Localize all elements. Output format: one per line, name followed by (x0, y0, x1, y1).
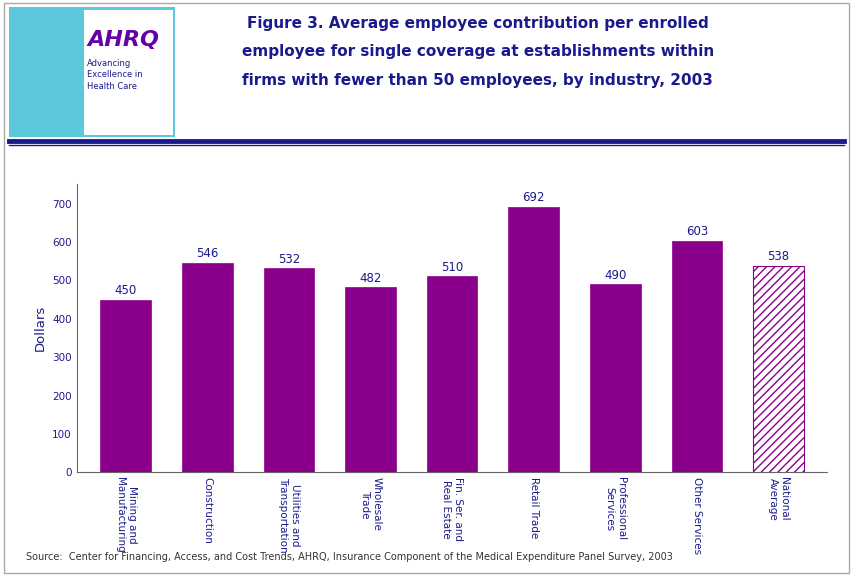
Text: 490: 490 (603, 269, 625, 282)
Bar (590, 284, 640, 472)
Text: 532: 532 (278, 253, 300, 266)
Bar (345, 287, 395, 472)
Bar (263, 268, 314, 472)
Text: AHRQ: AHRQ (87, 31, 158, 50)
Text: 603: 603 (685, 225, 707, 238)
Bar (508, 207, 558, 472)
Text: 510: 510 (440, 261, 463, 274)
Text: Figure 3. Average employee contribution per enrolled: Figure 3. Average employee contribution … (246, 16, 708, 31)
Text: 692: 692 (521, 191, 544, 204)
Bar (752, 266, 803, 472)
Bar (426, 276, 477, 472)
Text: 450: 450 (114, 284, 136, 297)
Text: Advancing
Excellence in
Health Care: Advancing Excellence in Health Care (87, 59, 142, 91)
Text: 546: 546 (196, 247, 218, 260)
Text: employee for single coverage at establishments within: employee for single coverage at establis… (241, 44, 713, 59)
Text: Source:  Center for Financing, Access, and Cost Trends, AHRQ, Insurance Componen: Source: Center for Financing, Access, an… (26, 552, 671, 562)
Bar (101, 300, 151, 472)
Bar (671, 241, 722, 472)
Y-axis label: Dollars: Dollars (34, 305, 47, 351)
Text: firms with fewer than 50 employees, by industry, 2003: firms with fewer than 50 employees, by i… (242, 73, 712, 88)
Bar (181, 263, 233, 472)
Text: 538: 538 (767, 251, 789, 263)
Text: 482: 482 (359, 272, 381, 285)
